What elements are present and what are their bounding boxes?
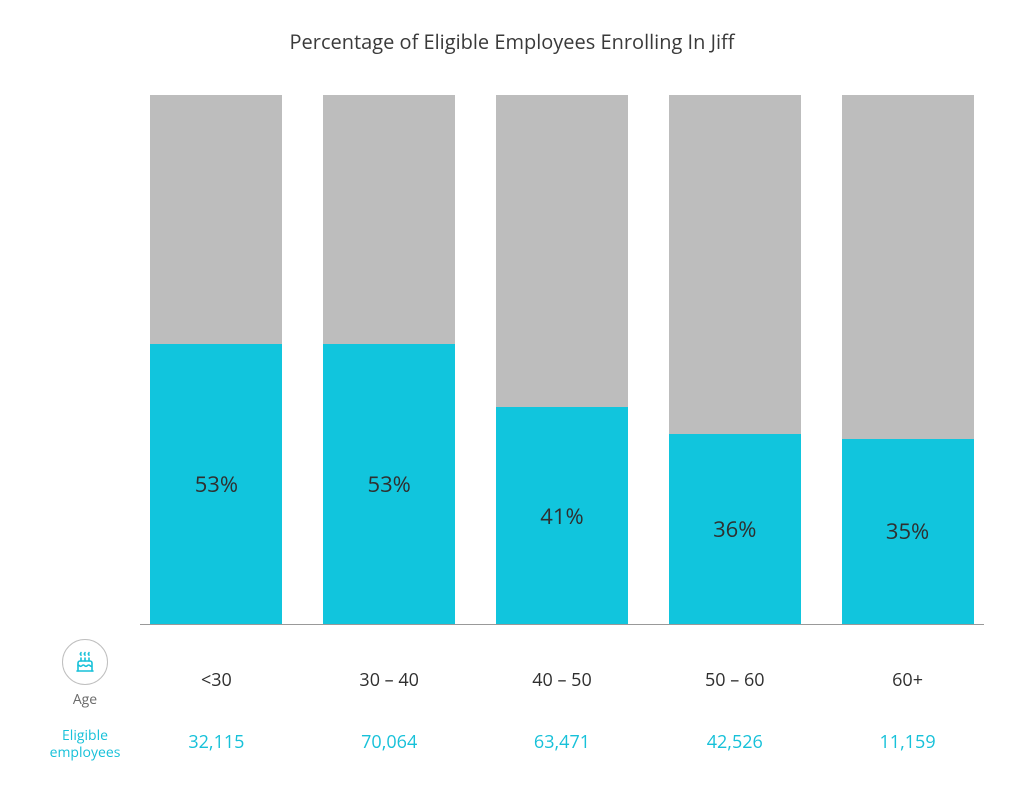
category-label: 60+ <box>842 656 974 692</box>
bar-30-40: 53% <box>323 95 456 624</box>
bar-50-60: 36% <box>668 95 801 624</box>
eligible-value: 63,471 <box>496 730 628 754</box>
bar-under-30: 53% <box>150 95 283 624</box>
eligible-value: 42,526 <box>669 730 801 754</box>
bar-percent-label: 36% <box>713 514 756 544</box>
bar-percent-label: 41% <box>540 501 583 531</box>
chart-title: Percentage of Eligible Employees Enrolli… <box>30 28 994 55</box>
bar-fill: 53% <box>323 344 455 624</box>
age-row-head: Age <box>30 639 140 709</box>
bar-percent-label: 35% <box>886 516 929 546</box>
category-label: 30 – 40 <box>323 656 455 692</box>
cake-icon <box>62 639 108 685</box>
category-label: 50 – 60 <box>669 656 801 692</box>
bar-fill: 36% <box>669 434 801 624</box>
eligible-row: Eligible employees 32,115 70,064 63,471 … <box>30 723 984 762</box>
bar-fill: 53% <box>150 344 282 624</box>
bar-fill: 35% <box>842 439 974 624</box>
category-label: 40 – 50 <box>496 656 628 692</box>
eligible-value: 70,064 <box>323 730 455 754</box>
eligible-row-head: Eligible employees <box>30 727 140 762</box>
enrollment-chart: Percentage of Eligible Employees Enrolli… <box>0 0 1024 799</box>
age-row: Age <30 30 – 40 40 – 50 50 – 60 60+ <box>30 639 984 709</box>
bar-40-50: 41% <box>496 95 629 624</box>
eligible-value: 11,159 <box>842 730 974 754</box>
bar-60-plus: 35% <box>841 95 974 624</box>
category-label: <30 <box>150 656 282 692</box>
bars-area: 53% 53% 41% 36% <box>140 95 984 625</box>
axis-rows: Age <30 30 – 40 40 – 50 50 – 60 60+ Elig… <box>30 639 984 762</box>
bar-percent-label: 53% <box>195 469 238 499</box>
eligible-value: 32,115 <box>150 730 282 754</box>
age-label: Age <box>73 691 97 709</box>
bar-fill: 41% <box>496 407 628 624</box>
bar-percent-label: 53% <box>368 469 411 499</box>
